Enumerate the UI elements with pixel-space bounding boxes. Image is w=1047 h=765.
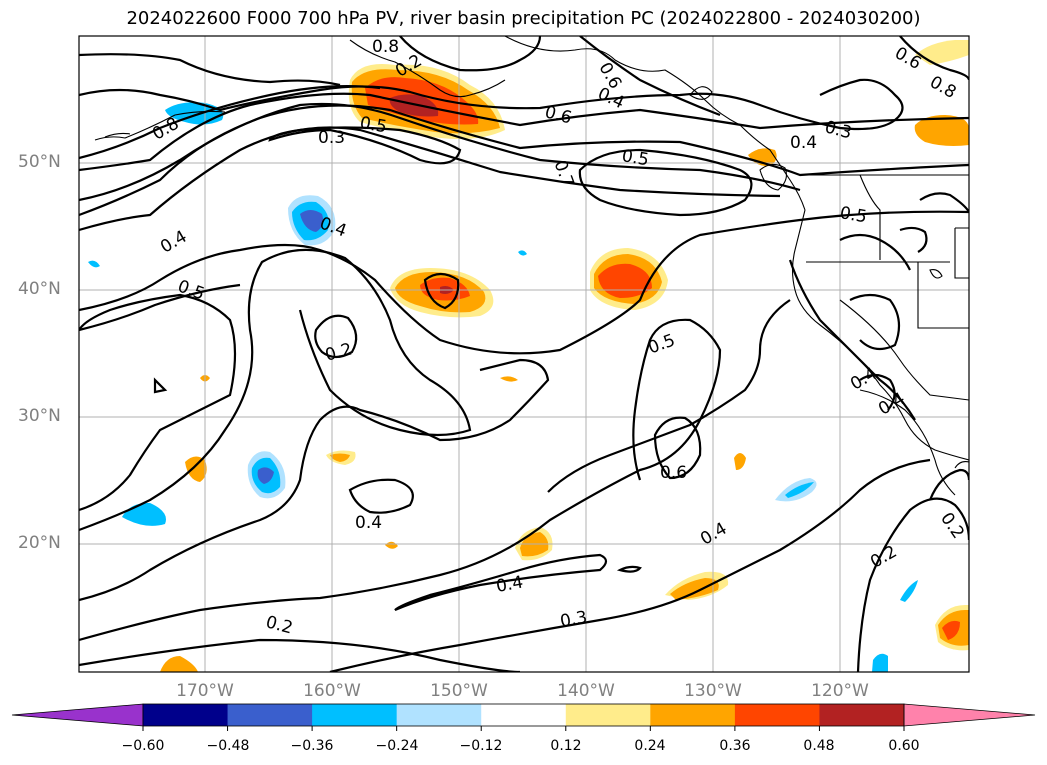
contour-label: 0.8 xyxy=(372,37,399,57)
contour-label: 0.5 xyxy=(620,146,650,170)
contour-label: 0.5 xyxy=(358,113,388,137)
colorbar-extension-low xyxy=(11,703,144,727)
contour-label: 0.4 xyxy=(355,513,382,533)
lat-label-50n: 50°N xyxy=(18,152,61,172)
colorbar-tick-label: 0.36 xyxy=(719,738,751,754)
colorbar-tick-label: −0.12 xyxy=(459,738,503,754)
lat-label-30n: 30°N xyxy=(18,406,61,426)
colorbar-tick-label: 0.60 xyxy=(888,738,920,754)
colorbar-tick-label: 0.24 xyxy=(634,738,666,754)
lat-label-20n: 20°N xyxy=(18,533,61,553)
contour-label: 0.5 xyxy=(838,203,868,227)
contour-label: 0.6 xyxy=(660,463,687,483)
colorbar-tick-label: −0.36 xyxy=(290,738,334,754)
colorbar-tick-label: −0.24 xyxy=(375,738,419,754)
colorbar-tick-label: 0.12 xyxy=(550,738,582,754)
colorbar-bin xyxy=(227,704,313,726)
colorbar-bin xyxy=(565,704,651,726)
map-frame xyxy=(78,35,970,673)
lon-label-150w: 150°W xyxy=(430,681,488,701)
lon-label-160w: 160°W xyxy=(303,681,361,701)
pv-contours xyxy=(79,36,969,672)
lon-label-130w: 130°W xyxy=(684,681,742,701)
colorbar-bin xyxy=(734,704,820,726)
colorbar-bin xyxy=(650,704,736,726)
colorbar-bin xyxy=(143,704,229,726)
lon-label-120w: 120°W xyxy=(811,681,869,701)
colorbar-bin xyxy=(396,704,482,726)
lon-label-140w: 140°W xyxy=(557,681,615,701)
lon-label-170w: 170°W xyxy=(176,681,234,701)
graticule xyxy=(79,36,969,672)
colorbar-frame xyxy=(142,703,905,727)
colorbar-bin xyxy=(312,704,398,726)
colorbar-tick-label: −0.60 xyxy=(121,738,165,754)
contour-label: 0.4 xyxy=(495,573,525,597)
colorbar-bin xyxy=(481,704,567,726)
colorbar-tick-label: −0.48 xyxy=(206,738,250,754)
contour-label: 0.4 xyxy=(790,133,817,153)
colorbar-tick-label: 0.48 xyxy=(803,738,835,754)
contour-label: 0.3 xyxy=(318,128,345,148)
colorbar-extension-high xyxy=(903,703,1036,727)
colorbar-bin xyxy=(819,704,905,726)
contour-label: 0.3 xyxy=(559,608,589,632)
lat-label-40n: 40°N xyxy=(18,279,61,299)
colorbar xyxy=(11,703,1036,731)
figure-title: 2024022600 F000 700 hPa PV, river basin … xyxy=(126,8,921,29)
coastlines xyxy=(94,36,969,496)
